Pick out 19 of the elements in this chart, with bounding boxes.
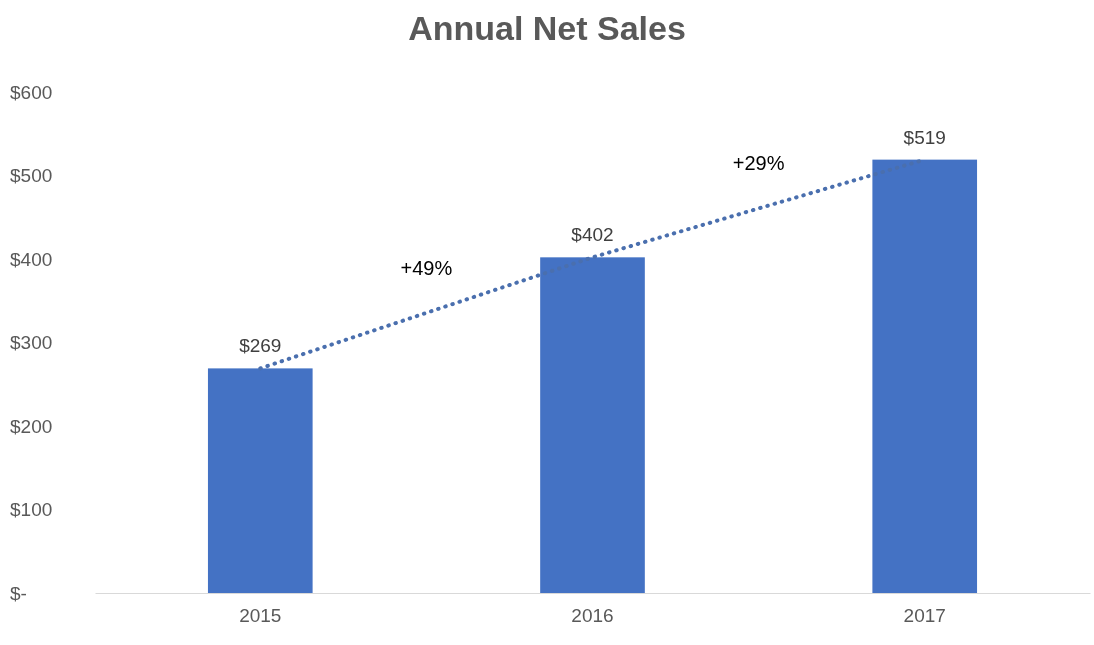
x-tick-label: 2015 [239, 605, 282, 627]
bar [207, 368, 313, 593]
data-label: $519 [903, 126, 946, 148]
y-tick-label: $100 [10, 499, 53, 521]
annotation: +49% [400, 256, 453, 279]
x-tick-label: 2017 [903, 605, 946, 627]
y-tick-label: $500 [10, 165, 53, 187]
y-tick-label: $- [10, 582, 27, 604]
bar [540, 257, 645, 593]
annotation: +29% [732, 152, 785, 175]
data-label: $402 [571, 224, 614, 246]
x-tick-label: 2016 [571, 605, 614, 627]
data-label: $269 [239, 335, 282, 357]
y-tick-label: $200 [10, 415, 53, 437]
bar [872, 159, 978, 593]
chart-title: Annual Net Sales [408, 9, 686, 47]
y-tick-label: $600 [10, 81, 53, 103]
y-tick-label: $400 [10, 248, 53, 270]
y-tick-label: $300 [10, 332, 53, 354]
